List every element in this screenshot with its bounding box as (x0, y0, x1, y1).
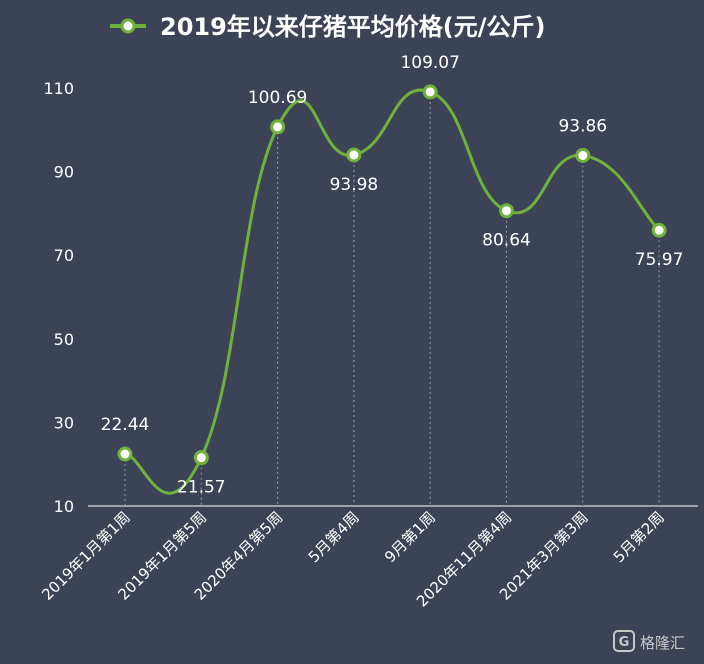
watermark-text: 格隆汇 (640, 634, 685, 652)
watermark-logo-icon-glyph: G (619, 635, 630, 650)
watermark-logo-icon (613, 630, 635, 652)
data-label: 22.44 (101, 415, 150, 435)
y-tick-label: 50 (54, 330, 74, 349)
data-point (270, 119, 286, 135)
data-markers (117, 84, 667, 466)
drop-lines (124, 91, 660, 506)
data-point (422, 84, 438, 100)
data-point (193, 450, 209, 466)
data-label: 100.69 (248, 88, 307, 108)
data-label: 109.07 (400, 53, 459, 73)
data-label: 93.86 (558, 116, 607, 136)
data-label: 21.57 (177, 478, 226, 498)
data-point (651, 222, 667, 238)
y-tick-label: 10 (54, 497, 74, 516)
data-label: 80.64 (482, 231, 531, 251)
data-point (346, 147, 362, 163)
chart-title: 2019年以来仔猪平均价格(元/公斤) (160, 13, 546, 41)
legend: 2019年以来仔猪平均价格(元/公斤) (110, 13, 546, 41)
legend-marker-icon (120, 18, 136, 34)
data-label: 75.97 (635, 250, 684, 270)
y-tick-label: 70 (54, 246, 74, 265)
data-point (499, 203, 514, 219)
data-label: 93.98 (330, 175, 379, 195)
data-point (575, 147, 591, 163)
y-tick-label: 90 (54, 163, 74, 182)
data-point (117, 446, 133, 462)
data-labels: 22.44 21.57 100.69 93.98 109.07 80.64 93.86 75.… (101, 53, 684, 498)
watermark: G 格隆汇 (613, 630, 685, 652)
y-tick-label: 110 (43, 79, 74, 98)
series-line (124, 88, 661, 495)
y-axis: 10 30 50 70 90 110 (43, 79, 74, 516)
y-tick-label: 30 (54, 413, 74, 432)
